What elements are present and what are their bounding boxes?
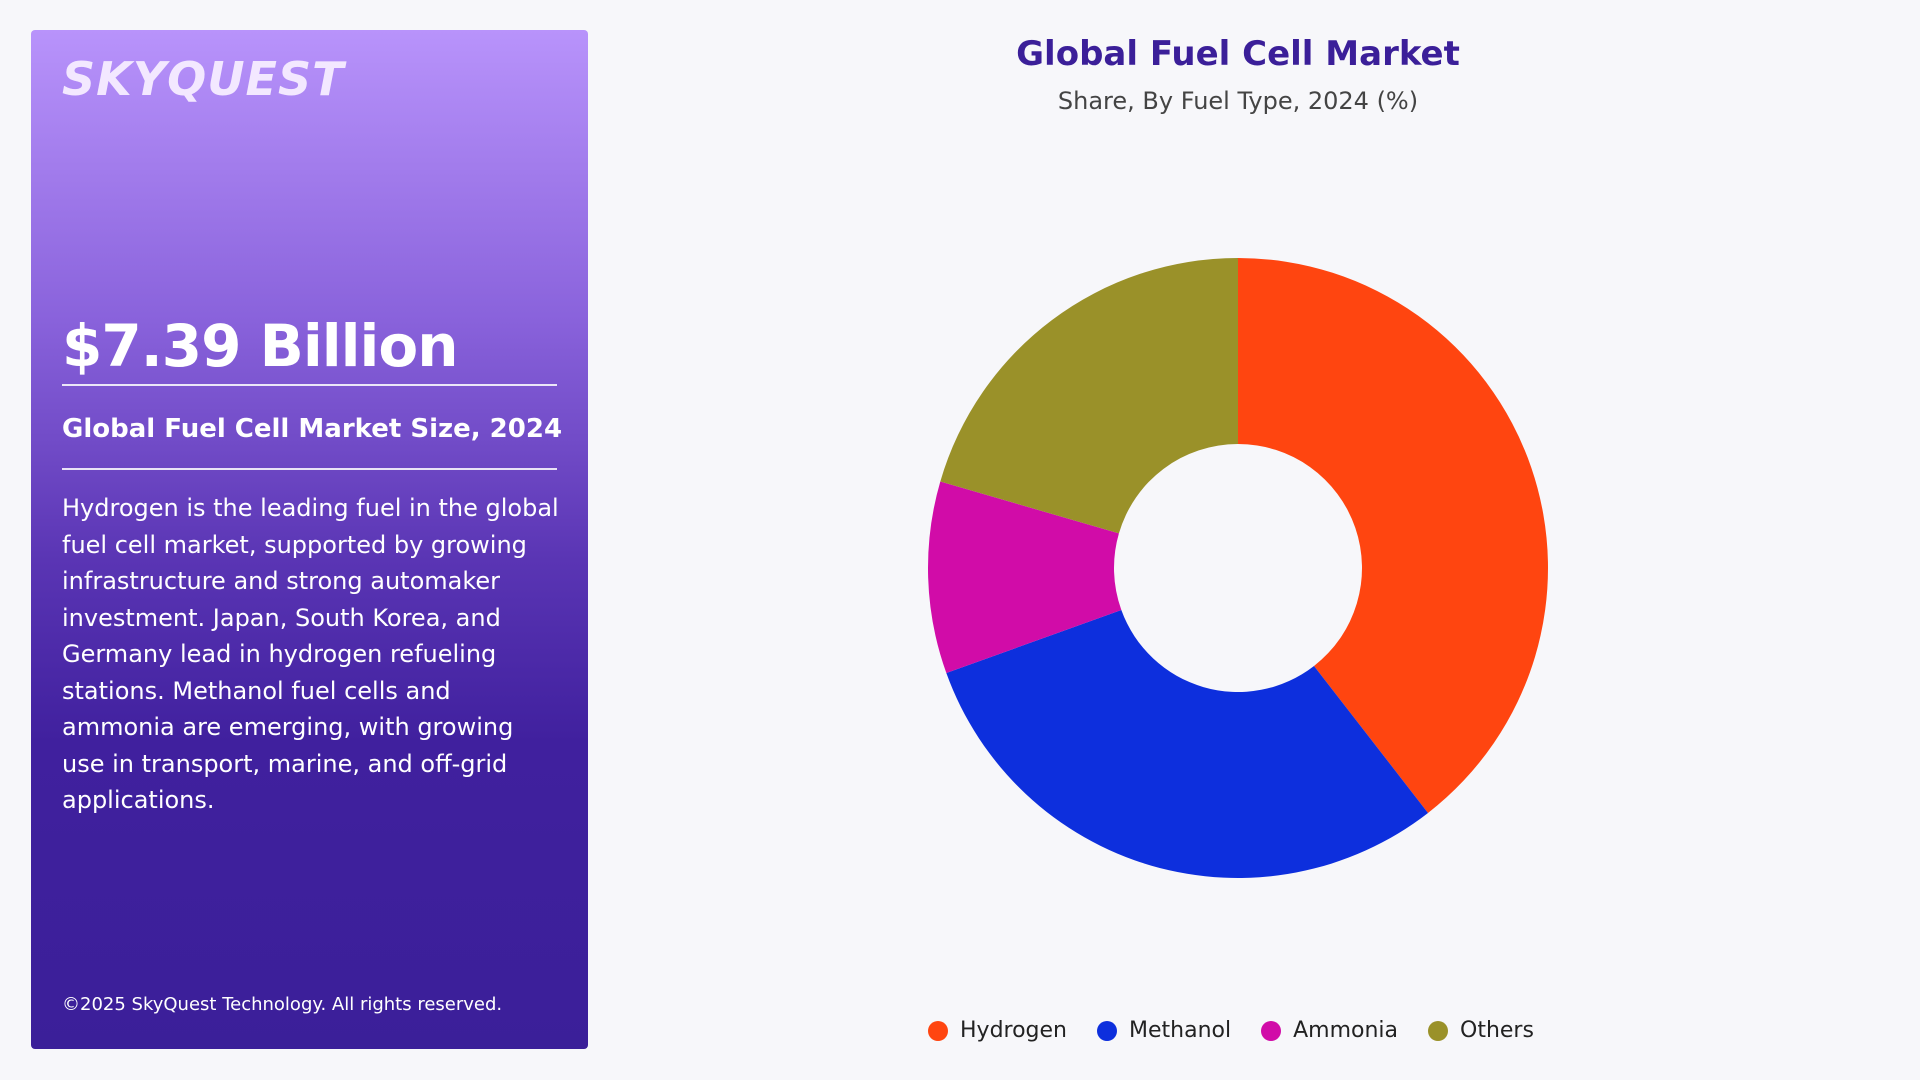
skyquest-logo: SKYQUEST <box>62 52 345 106</box>
donut-chart <box>928 258 1548 878</box>
legend-label: Hydrogen <box>960 1018 1067 1043</box>
legend-item-others: Others <box>1428 1018 1534 1043</box>
summary-panel: SKYQUEST $7.39 Billion Global Fuel Cell … <box>31 30 588 1049</box>
market-description: Hydrogen is the leading fuel in the glob… <box>62 494 559 814</box>
legend-label: Ammonia <box>1293 1018 1399 1043</box>
donut-slice-methanol <box>946 610 1429 878</box>
market-size-label: Global Fuel Cell Market Size, 2024 <box>62 414 563 444</box>
donut-slice-others <box>940 258 1238 534</box>
donut-slice-hydrogen <box>1238 258 1548 813</box>
market-value: $7.39 Billion <box>62 312 459 380</box>
donut-slice-ammonia <box>928 481 1122 674</box>
legend-swatch <box>1428 1020 1449 1041</box>
legend-swatch <box>1097 1020 1117 1041</box>
chart-title: Global Fuel Cell Market <box>1016 34 1460 74</box>
legend-swatch <box>928 1020 948 1041</box>
legend-label: Methanol <box>1129 1018 1232 1043</box>
copyright-text: ©2025 SkyQuest Technology. All rights re… <box>62 994 503 1015</box>
chart-legend: Hydrogen Methanol Ammonia Others <box>928 1018 1534 1043</box>
divider <box>62 384 557 386</box>
legend-item-methanol: Methanol <box>1097 1018 1231 1043</box>
legend-item-hydrogen: Hydrogen <box>928 1018 1067 1043</box>
legend-item-ammonia: Ammonia <box>1261 1018 1398 1043</box>
legend-swatch <box>1261 1020 1282 1041</box>
legend-label: Others <box>1460 1018 1534 1043</box>
chart-subtitle: Share, By Fuel Type, 2024 (%) <box>1057 87 1419 115</box>
divider <box>62 468 557 470</box>
